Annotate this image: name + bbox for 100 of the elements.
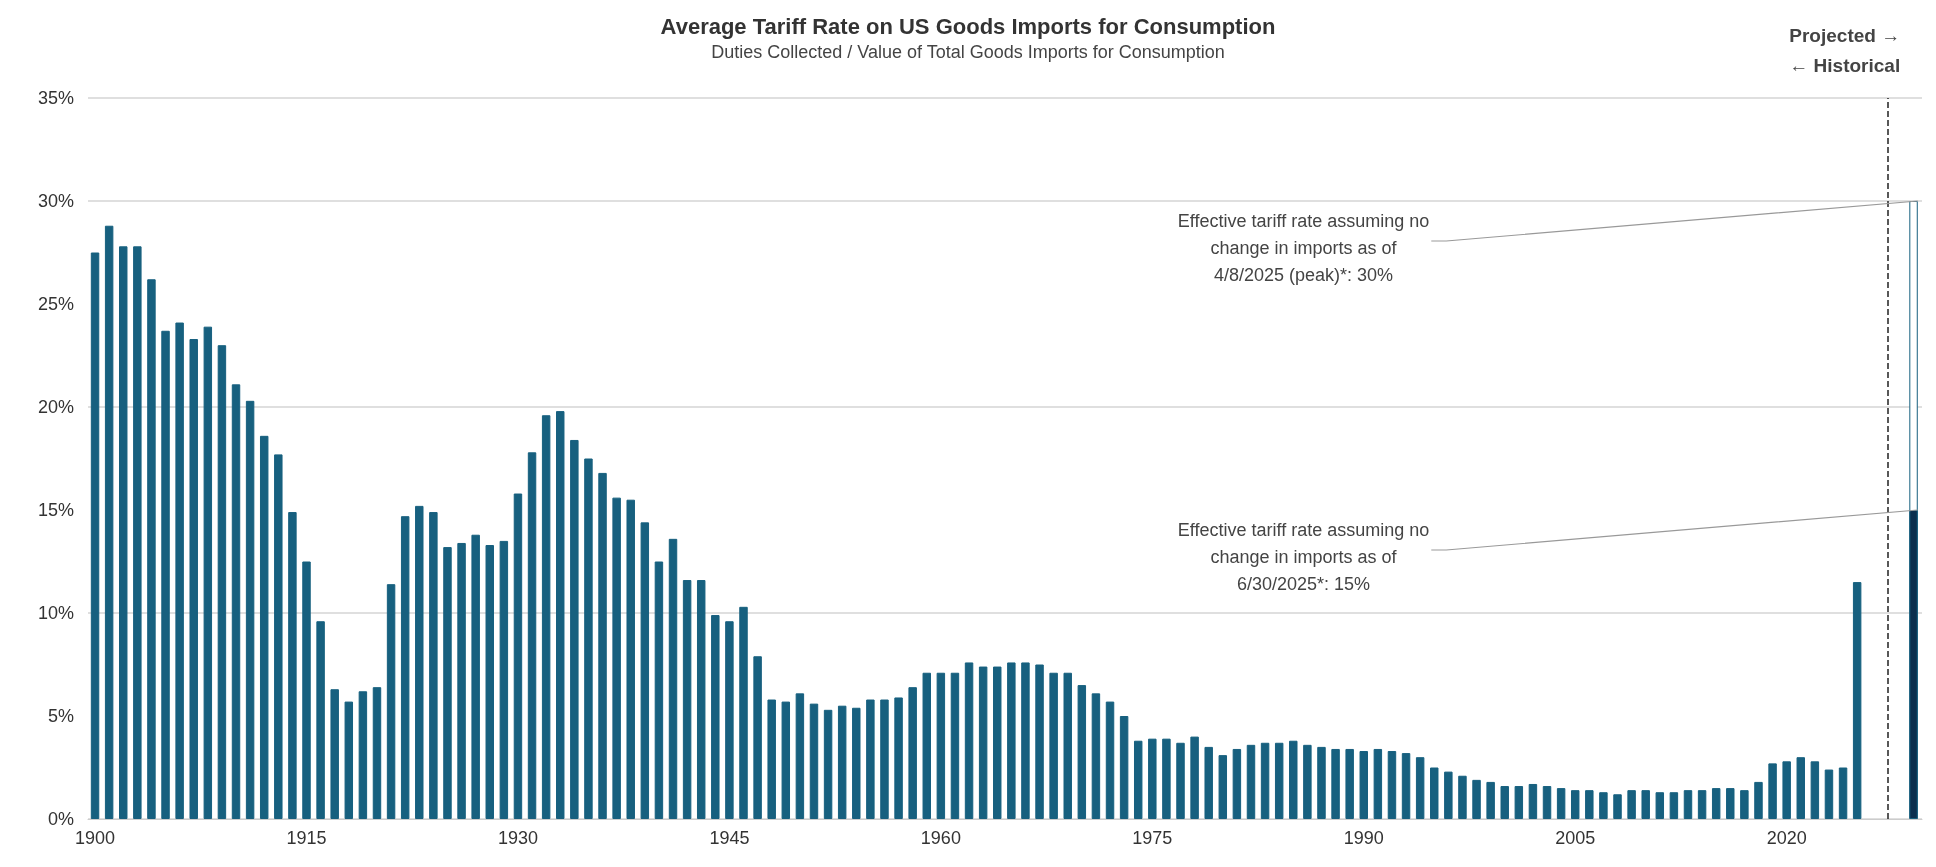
bar [1754,781,1763,819]
bar [175,322,184,819]
bar [133,246,142,819]
chart-subtitle: Duties Collected / Value of Total Goods Imports for Consumption [711,42,1225,62]
bar [626,499,635,819]
bar [189,339,198,819]
bar [203,326,213,819]
bar [1599,792,1608,819]
bar [302,561,311,819]
bar [908,687,917,819]
bar [1458,775,1467,819]
bar [415,505,424,819]
bar [640,522,650,819]
bar [1119,716,1129,819]
bar [1768,763,1777,819]
bar [1415,757,1425,819]
bar [1387,751,1397,819]
x-tick-label: 1915 [286,828,327,848]
x-tick-label: 2020 [1766,828,1807,848]
bar [837,705,847,819]
bar [852,707,861,819]
bar [1570,790,1580,819]
bar [217,345,227,819]
bar [485,545,494,819]
bar [1430,767,1439,819]
bar [866,699,875,819]
bar [1007,662,1016,819]
bar [1641,790,1650,819]
bar [1148,738,1157,819]
bar [1289,740,1298,819]
bar [1556,788,1566,819]
bar [259,435,269,819]
bar [880,699,889,819]
y-tick-label: 5% [47,706,74,726]
x-tick-label: 1945 [709,828,750,848]
bar [457,542,466,819]
bar [1331,748,1340,819]
bar [795,693,805,819]
bar [1655,792,1665,819]
bar [119,246,128,819]
bar [598,472,607,819]
bar [1824,769,1834,819]
y-tick-label: 0% [47,809,74,829]
bar [1740,790,1749,819]
bar [274,454,283,819]
bar [541,415,551,819]
bar [767,699,776,819]
bar [668,538,678,819]
bar [1472,779,1481,819]
bar [1317,746,1326,819]
bar [1303,744,1312,819]
bar [1232,748,1242,819]
bar [809,703,819,819]
bar [1204,746,1213,819]
chart-title: Average Tariff Rate on US Goods Imports for Consumption [660,13,1276,39]
bar [1063,672,1072,819]
bar [1049,672,1058,819]
bar [245,400,255,819]
bar [1176,742,1185,819]
bar [231,384,241,819]
y-tick-label: 35% [37,88,74,108]
bar [964,662,974,819]
bar [429,512,438,819]
bar [781,701,791,819]
x-tick-label: 1975 [1132,828,1173,848]
bar [288,512,297,819]
bar [386,584,396,819]
bar [1035,664,1044,819]
bar [725,621,734,819]
y-tick-label: 15% [37,500,74,520]
bar [1021,662,1030,819]
bar [696,580,706,819]
bar [527,452,537,819]
bar [753,656,762,819]
x-tick-label: 1960 [920,828,961,848]
y-tick-label: 25% [37,294,74,314]
y-tick-label: 10% [37,603,74,623]
bar [1486,781,1495,819]
bar [1796,757,1805,819]
bar [1444,771,1453,819]
bar [612,497,621,819]
bar [1105,701,1115,819]
annotation: Effective tariff rate assuming no change in imports as of 4/8/2025 (peak)*: 30% [1177,210,1430,285]
bar [1260,742,1270,819]
bar [1218,755,1228,819]
bar [1726,788,1735,819]
bar [344,701,354,819]
bar [1711,788,1721,819]
bar [316,621,325,819]
x-tick-label: 2005 [1555,828,1596,848]
y-tick-label: 20% [37,397,74,417]
bar [1782,761,1791,819]
bar [499,540,509,819]
bar [147,279,156,819]
bar [1838,767,1848,819]
bar [1697,790,1707,819]
bar [1542,786,1552,819]
bar [1514,786,1524,819]
bar [1359,751,1368,819]
bar [1091,693,1101,819]
